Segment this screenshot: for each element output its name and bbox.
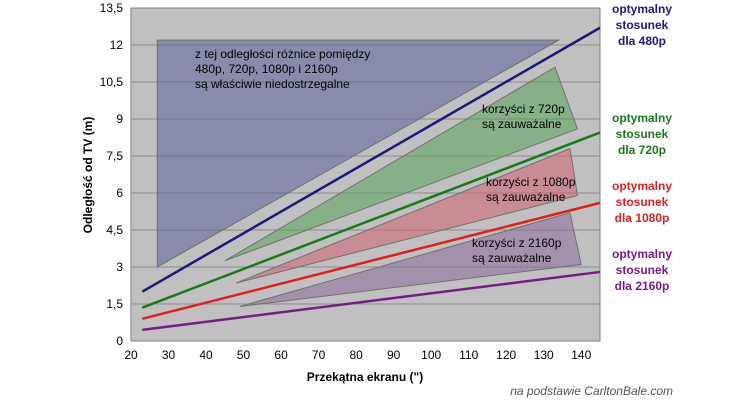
- y-tick-labels: 0 1,5 3 4,5 6 7,5 9 10,5 12 13,5: [100, 1, 124, 348]
- series-label-line: optymalny: [612, 247, 672, 261]
- region-polygon: [239, 212, 582, 307]
- regions: [156, 39, 582, 307]
- y-tick-label: 10,5: [100, 75, 124, 89]
- region-label: z tej odległości różnice pomiędzy 480p, 7…: [195, 47, 370, 91]
- region-label-line: z tej odległości różnice pomiędzy: [195, 47, 370, 61]
- y-axis-title: Odległość od TV (m): [81, 117, 95, 234]
- series-label-line: optymalny: [612, 2, 672, 16]
- x-tick-label: 90: [387, 348, 401, 362]
- region-label-line: korzyści z 1080p: [486, 175, 576, 189]
- y-tick-label: 7,5: [106, 149, 123, 163]
- region-polygon: [224, 66, 579, 262]
- region-label-line: są zauważalne: [486, 190, 566, 204]
- region-labels: z tej odległości różnice pomiędzy 480p, 7…: [195, 47, 576, 265]
- series-label-line: dla 720p: [618, 143, 666, 157]
- series-label-line: stosunek: [616, 263, 669, 277]
- x-tick-label: 120: [496, 348, 516, 362]
- series-label-line: stosunek: [616, 127, 669, 141]
- series-label: optymalny stosunek dla 1080p: [612, 179, 672, 225]
- y-tick-label: 3: [116, 260, 123, 274]
- x-tick-label: 140: [571, 348, 591, 362]
- x-tick-label: 40: [199, 348, 213, 362]
- series-label-line: dla 1080p: [615, 211, 670, 225]
- region-label-line: są zauważalne: [472, 251, 552, 265]
- region-label: korzyści z 2160p są zauważalne: [472, 236, 562, 265]
- y-tick-label: 4,5: [106, 223, 123, 237]
- series-label: optymalny stosunek dla 480p: [612, 2, 672, 48]
- x-tick-label: 50: [237, 348, 251, 362]
- series-line: [141, 131, 601, 309]
- series-label-line: stosunek: [616, 195, 669, 209]
- region-polygon: [235, 147, 579, 284]
- region-polygon: [156, 39, 561, 268]
- series-line: [142, 270, 601, 332]
- x-tick-label: 100: [421, 348, 441, 362]
- series-line: [141, 26, 601, 293]
- x-tick-label: 20: [124, 348, 138, 362]
- x-tick-label: 30: [162, 348, 176, 362]
- y-tick-label: 13,5: [100, 1, 124, 15]
- y-tick-label: 0: [116, 334, 123, 348]
- y-tick-label: 6: [116, 186, 123, 200]
- y-tick-label: 12: [110, 38, 124, 52]
- x-tick-labels: 20 30 40 50 60 70 80 90 100 110 120 130 140: [124, 348, 591, 362]
- series-label-line: stosunek: [616, 18, 669, 32]
- x-tick-label: 70: [312, 348, 326, 362]
- region-label: korzyści z 1080p są zauważalne: [486, 175, 576, 204]
- series-label-line: dla 2160p: [615, 279, 670, 293]
- region-label: korzyści z 720p są zauważalne: [482, 102, 565, 131]
- series-label: optymalny stosunek dla 2160p: [612, 247, 672, 293]
- x-tick-label: 80: [349, 348, 363, 362]
- series-label-line: dla 480p: [618, 34, 666, 48]
- x-tick-label: 110: [459, 348, 478, 362]
- region-label-line: są zauważalne: [482, 117, 562, 131]
- y-tick-label: 9: [116, 112, 123, 126]
- series-label-line: optymalny: [612, 179, 672, 193]
- source-note: na podstawie CarltonBale.com: [510, 384, 673, 398]
- series-lines: [141, 26, 601, 332]
- series-line: [141, 201, 601, 321]
- series-label: optymalny stosunek dla 720p: [612, 111, 672, 157]
- x-axis-title: Przekątna ekranu ("): [307, 370, 423, 384]
- region-label-line: korzyści z 720p: [482, 102, 565, 116]
- x-tick-label: 130: [534, 348, 554, 362]
- y-tick-label: 1,5: [106, 297, 123, 311]
- region-label-line: są właściwie niedostrzegalne: [195, 77, 350, 91]
- series-label-line: optymalny: [612, 111, 672, 125]
- x-tick-label: 60: [274, 348, 288, 362]
- region-label-line: korzyści z 2160p: [472, 236, 562, 250]
- series-labels: optymalny stosunek dla 480p optymalny stosun…: [612, 2, 672, 293]
- region-label-line: 480p, 720p, 1080p i 2160p: [195, 62, 338, 76]
